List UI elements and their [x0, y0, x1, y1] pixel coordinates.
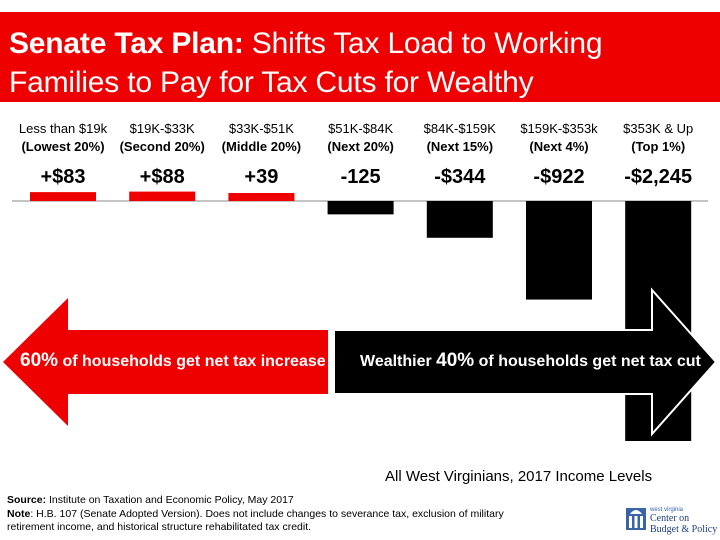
- source-text: Institute on Taxation and Economic Polic…: [46, 494, 294, 506]
- group-label: (Middle 20%): [222, 139, 301, 154]
- category-label: $353K & Up: [623, 121, 693, 136]
- value-label: -$922: [533, 166, 584, 188]
- right-arrow-label: Wealthier 40% of households get net tax …: [360, 350, 701, 372]
- right-arrow-prefix: Wealthier: [360, 353, 437, 370]
- value-label: -$344: [434, 166, 486, 188]
- chart-title-rest: Shifts Tax Load to Working: [243, 27, 603, 60]
- category-label: Less than $19k: [19, 121, 108, 136]
- category-label: $33K-$51K: [229, 121, 294, 136]
- left-arrow: [3, 298, 328, 426]
- source-note: Source: Institute on Taxation and Econom…: [7, 494, 294, 507]
- group-label: (Top 1%): [631, 139, 685, 154]
- category-label: $19K-$33K: [130, 121, 195, 136]
- value-label: -$2,245: [624, 166, 692, 188]
- group-label: (Lowest 20%): [21, 139, 104, 154]
- right-arrow: [333, 287, 718, 437]
- right-arrow-pct: 40%: [436, 350, 475, 371]
- capitol-dome-icon: [626, 508, 646, 530]
- bar: [30, 192, 96, 201]
- chart-title-bold: Senate Tax Plan:: [9, 27, 244, 60]
- chart-title-line-1: Senate Tax Plan: Shifts Tax Load to Work…: [9, 27, 603, 61]
- group-label: (Second 20%): [120, 139, 205, 154]
- wv-center-logo: west virginia Center on Budget & Policy: [626, 507, 717, 535]
- group-label: (Next 15%): [427, 139, 493, 154]
- footnote: Note: H.B. 107 (Senate Adopted Version).…: [7, 508, 607, 534]
- value-label: +$88: [140, 166, 185, 188]
- value-label: +39: [244, 166, 278, 188]
- value-label: -125: [341, 166, 381, 188]
- note-label: Note: [7, 508, 31, 520]
- group-label: (Next 20%): [327, 139, 393, 154]
- note-text-1: : H.B. 107 (Senate Adopted Version). Doe…: [30, 508, 504, 520]
- left-arrow-text: of households get net tax increase: [58, 353, 326, 370]
- bar: [228, 193, 295, 201]
- right-arrow-text: of households get net tax cut: [474, 353, 701, 370]
- group-label: (Next 4%): [529, 139, 588, 154]
- note-text-2: retirement income, and historical struct…: [7, 521, 312, 533]
- logo-line-1: west virginia: [649, 507, 684, 513]
- chart-subtitle: All West Virginians, 2017 Income Levels: [385, 468, 653, 485]
- bar: [327, 201, 394, 215]
- logo-line-3: Budget & Policy: [650, 524, 717, 535]
- chart-title-line-2: Families to Pay for Tax Cuts for Wealthy: [9, 66, 534, 99]
- value-label: +$83: [40, 166, 85, 188]
- category-label: $84K-$159K: [424, 121, 497, 136]
- source-label: Source:: [7, 494, 47, 506]
- bar: [129, 191, 196, 201]
- left-arrow-pct: 60%: [20, 350, 59, 371]
- title-banner: Senate Tax Plan: Shifts Tax Load to Work…: [0, 12, 720, 102]
- bar: [426, 201, 493, 238]
- logo-line-2: Center on: [650, 513, 689, 524]
- bar-chart: Less than $19k (Lowest 20%) +$83 $19K-$33K (…: [3, 121, 718, 441]
- category-label: $51K-$84K: [328, 121, 393, 136]
- category-label: $159K-$353k: [520, 121, 598, 136]
- bar: [526, 201, 592, 300]
- left-arrow-label: 60% of households get net tax increase: [20, 350, 326, 372]
